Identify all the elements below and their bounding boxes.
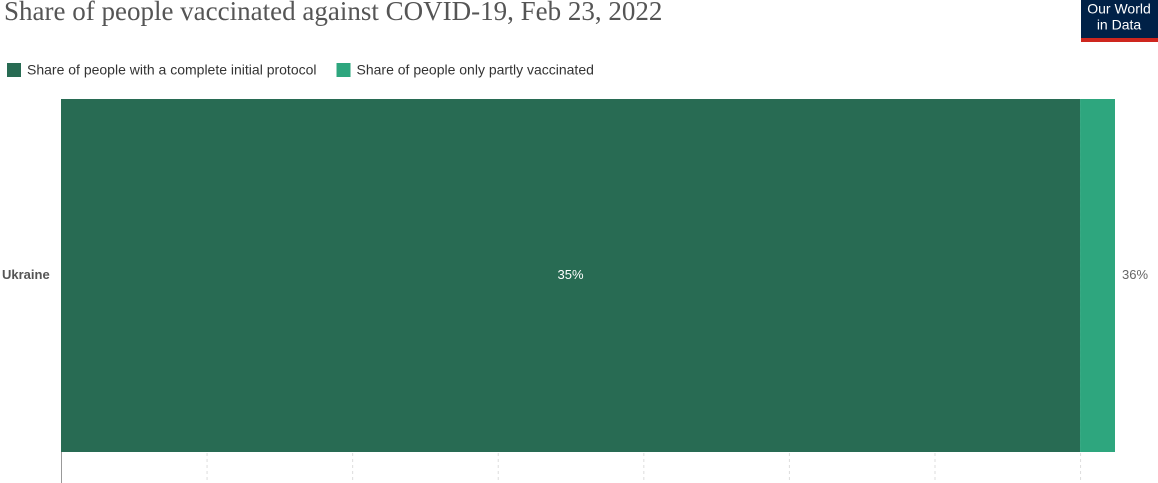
legend-label: Share of people with a complete initial … [27, 62, 317, 78]
legend-swatch [336, 63, 351, 77]
legend-swatch [7, 63, 21, 77]
y-tick-label: Ukraine [2, 267, 50, 282]
legend-item[interactable]: Share of people only partly vaccinated [336, 62, 594, 78]
logo[interactable]: Our World in Data [1081, 0, 1158, 42]
legend-label: Share of people only partly vaccinated [357, 62, 594, 78]
logo-underline [1081, 38, 1158, 42]
bar-segment [1080, 99, 1115, 452]
logo-text: in Data [1097, 17, 1142, 33]
value-label: 35% [558, 267, 584, 282]
chart-title: Share of people vaccinated against COVID… [4, 0, 662, 26]
bar-segment [61, 99, 1081, 452]
legend-item[interactable]: Share of people with a complete initial … [7, 62, 317, 78]
logo-text: Our World [1087, 1, 1151, 17]
total-label: 36% [1122, 267, 1148, 282]
logo-background [1081, 0, 1158, 38]
